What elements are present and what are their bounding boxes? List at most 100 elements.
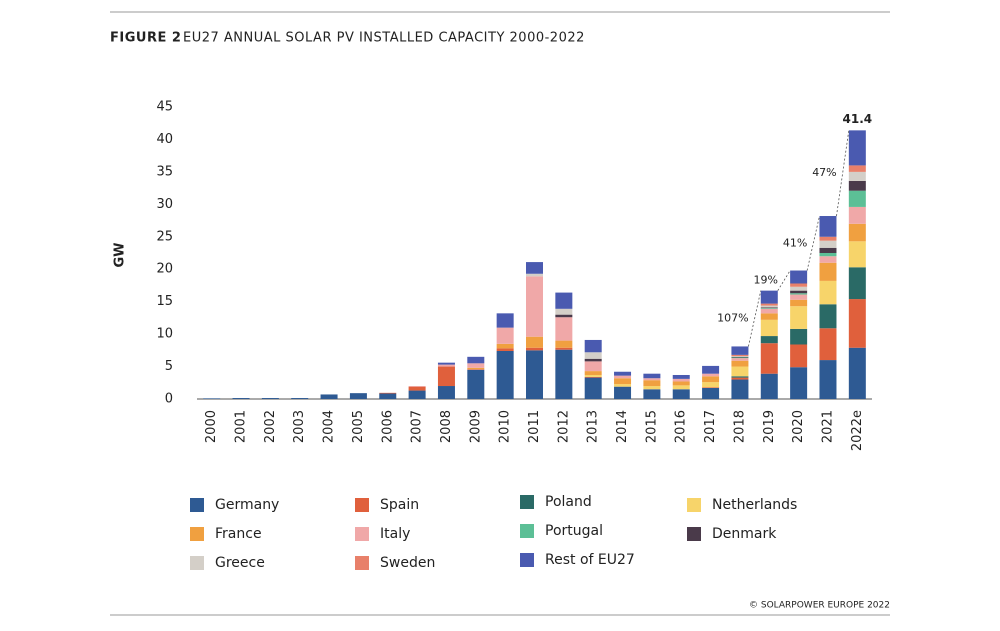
x-tick-label: 2002 [263, 410, 278, 443]
bar-segment [526, 336, 543, 348]
legend-label: Poland [545, 494, 592, 510]
bar-segment [819, 236, 837, 241]
bar-segment [731, 346, 749, 355]
bar-segment [760, 290, 778, 304]
bar-segment [555, 349, 573, 399]
legend-swatch [190, 556, 204, 570]
bar-segment [848, 190, 866, 207]
bar-segment [467, 367, 485, 370]
x-tick-label: 2014 [615, 410, 630, 443]
bar-segment [614, 371, 632, 376]
legend-label: Italy [380, 526, 410, 542]
bar-segment [437, 362, 455, 365]
bar-segment [437, 366, 455, 387]
bar-segment [790, 344, 808, 368]
bar-segment [555, 347, 573, 350]
bar-segment [702, 376, 720, 383]
x-tick-label: 2019 [762, 410, 777, 443]
y-tick-label: 30 [156, 197, 173, 212]
bar-segment [819, 256, 837, 263]
bar-segment [526, 273, 543, 277]
bar-segment [672, 374, 690, 379]
legend-label: France [215, 526, 262, 542]
trend-line [748, 290, 762, 347]
bar-segment [790, 328, 808, 345]
legend-label: Spain [380, 497, 419, 513]
x-tick-label: 2008 [439, 410, 454, 443]
bar-segment [731, 356, 749, 358]
bar-segment [819, 240, 837, 248]
bar-segment [467, 369, 485, 370]
bar-segment [848, 171, 866, 181]
bar-segment [672, 381, 690, 386]
bar-segment [731, 376, 749, 378]
bar-segment [819, 262, 837, 281]
legend-swatch [190, 527, 204, 541]
legend-label: Portugal [545, 523, 603, 539]
x-tick-label: 2016 [674, 410, 689, 443]
bar-segment [232, 398, 250, 399]
bar-segment [819, 280, 837, 305]
bar-segment [203, 398, 221, 399]
bar-segment [731, 358, 749, 361]
bar-segment [819, 304, 837, 329]
bar-segment [731, 379, 749, 399]
bar-segment [819, 360, 837, 399]
bar-segment [496, 313, 514, 328]
bar-segment [790, 293, 808, 295]
bar-segment [643, 373, 661, 379]
x-tick-label: 2011 [527, 410, 542, 443]
bar-segment [467, 369, 485, 399]
growth-label: 107% [717, 312, 748, 325]
bar-segment [672, 389, 690, 399]
bar-segment [760, 303, 778, 306]
y-axis-label: GW [113, 242, 128, 267]
x-tick-label: 2020 [791, 410, 806, 443]
legend-label: Greece [215, 555, 265, 571]
x-tick-label: 2021 [820, 410, 835, 443]
x-tick-label: 2022e [850, 410, 865, 451]
bar-segment [819, 328, 837, 361]
bar-segment [790, 283, 808, 287]
bar-segment [760, 336, 778, 344]
legend-swatch [687, 527, 701, 541]
y-tick-label: 0 [165, 392, 173, 407]
figure-label: FIGURE 2 [110, 31, 181, 46]
bar-segment [526, 350, 543, 399]
bar-segment [848, 180, 866, 191]
bar-segment [790, 299, 808, 307]
source: © SOLARPOWER EUROPE 2022 [749, 601, 890, 611]
bar-segment [731, 357, 749, 359]
legend-swatch [355, 556, 369, 570]
growth-label: 19% [754, 274, 778, 287]
bar-segment [584, 358, 602, 362]
bar-segment [731, 356, 749, 357]
trend-line [806, 215, 820, 271]
bar-segment [496, 348, 514, 351]
bar-segment [555, 340, 573, 348]
bar-segment [848, 299, 866, 348]
bar-segment [760, 373, 778, 399]
bar-segment [614, 384, 632, 387]
bar-segment [408, 386, 426, 387]
bar-segment [379, 392, 397, 394]
bar-segment [672, 385, 690, 390]
total-label: 41.4 [843, 112, 873, 126]
legend-swatch [520, 495, 534, 509]
bar-segment [261, 398, 279, 399]
bar-segment [320, 394, 338, 399]
y-tick-label: 10 [156, 327, 173, 342]
legend-swatch [687, 498, 701, 512]
bar-segment [790, 306, 808, 329]
bar-segment [584, 361, 602, 372]
bar-segment [760, 308, 778, 314]
x-tick-label: 2018 [732, 410, 747, 443]
x-tick-label: 2001 [234, 410, 249, 443]
bar-segment [702, 373, 720, 377]
bar-segment [408, 390, 426, 399]
growth-label: 41% [783, 236, 807, 249]
legend-label: Germany [215, 497, 279, 513]
bar-segment [819, 216, 837, 237]
bar-segment [584, 376, 602, 378]
